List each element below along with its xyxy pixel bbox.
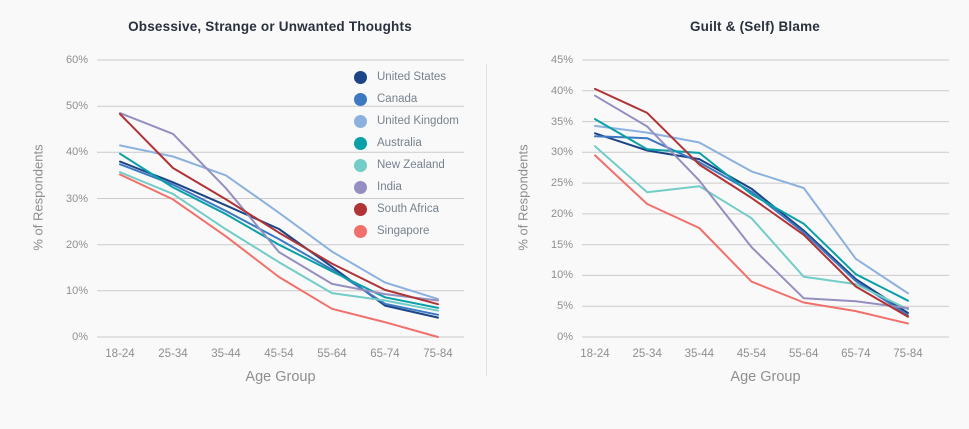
x-tick-label: 25-34 — [158, 348, 188, 360]
legend-item-new-zealand: New Zealand — [354, 154, 459, 176]
x-tick-label: 45-54 — [264, 348, 294, 360]
y-tick-label: 15% — [550, 238, 573, 251]
legend-item-australia: Australia — [354, 132, 459, 154]
series-line-new-zealand — [594, 145, 909, 311]
x-tick-label: 65-74 — [370, 348, 400, 360]
series-line-canada — [594, 135, 909, 317]
plot-area — [582, 59, 949, 338]
plot-area — [97, 59, 464, 338]
x-tick-label: 35-44 — [211, 348, 241, 360]
series-line-united-states — [119, 160, 439, 319]
y-tick-label: 5% — [557, 300, 573, 313]
y-tick-label: 40% — [65, 146, 88, 159]
x-tick-label: 18-24 — [580, 348, 610, 360]
series-line-united-states — [594, 132, 909, 314]
legend-item-united-states: United States — [354, 66, 459, 88]
series-line-south-africa — [594, 87, 909, 318]
chart-panel-obsessive-thoughts: Obsessive, Strange or Unwanted Thoughts … — [0, 0, 484, 429]
y-tick-label: 0% — [557, 331, 573, 343]
series-line-canada — [119, 163, 439, 316]
legend-item-singapore: Singapore — [354, 220, 459, 242]
x-tick-label: 55-64 — [317, 348, 347, 360]
legend-item-united-kingdom: United Kingdom — [354, 110, 459, 132]
panel-divider — [486, 64, 487, 376]
legend-item-south-africa: South Africa — [354, 198, 459, 220]
series-line-united-kingdom — [594, 124, 909, 295]
x-tick-label: 55-64 — [788, 348, 819, 360]
y-tick-label: 30% — [550, 146, 573, 159]
y-tick-label: 45% — [550, 54, 573, 66]
legend-swatch — [354, 224, 367, 238]
series-line-india — [594, 94, 909, 310]
x-tick-label: 75-84 — [423, 348, 453, 360]
x-tick-label: 35-44 — [684, 348, 715, 360]
x-tick-label: 75-84 — [893, 348, 923, 360]
legend-label: India — [377, 181, 402, 193]
legend-swatch — [354, 158, 367, 172]
legend-swatch — [354, 114, 367, 128]
chart-title: Obsessive, Strange or Unwanted Thoughts — [128, 19, 412, 34]
chart-panel-guilt-blame: Guilt & (Self) Blame % of Respondents 0%… — [485, 0, 969, 429]
legend-label: United Kingdom — [377, 115, 459, 127]
series-line-united-kingdom — [119, 144, 439, 301]
y-tick-label: 20% — [65, 238, 88, 251]
legend-swatch — [354, 180, 367, 194]
legend-item-india: India — [354, 176, 459, 198]
legend-label: United States — [377, 71, 447, 83]
legend-swatch — [354, 92, 367, 106]
y-tick-label: 20% — [550, 207, 573, 220]
y-tick-label: 30% — [65, 192, 88, 205]
legend-swatch — [354, 202, 367, 216]
series-line-australia — [119, 152, 439, 309]
y-tick-label: 0% — [72, 331, 88, 343]
y-tick-label: 60% — [65, 54, 88, 66]
legend: United States Canada United Kingdom Austral… — [354, 66, 459, 242]
x-tick-label: 65-74 — [841, 348, 871, 360]
y-tick-label: 40% — [550, 84, 573, 97]
series-line-india — [119, 112, 439, 302]
legend-item-canada: Canada — [354, 88, 459, 110]
y-tick-label: 10% — [65, 284, 88, 297]
legend-label: South Africa — [377, 203, 440, 215]
x-tick-label: 25-34 — [632, 348, 662, 360]
y-axis-title: % of Respondents — [515, 144, 531, 251]
y-tick-label: 35% — [550, 115, 573, 128]
legend-swatch — [354, 70, 367, 84]
chart-title: Guilt & (Self) Blame — [689, 19, 820, 34]
legend-label: Australia — [377, 137, 422, 149]
series-line-singapore — [594, 154, 909, 325]
x-axis-title: Age Group — [245, 369, 316, 385]
legend-label: Canada — [377, 93, 418, 105]
y-tick-label: 25% — [550, 177, 573, 190]
y-tick-label: 10% — [550, 269, 573, 282]
legend-label: Singapore — [377, 225, 430, 237]
y-tick-label: 50% — [65, 100, 88, 113]
legend-label: New Zealand — [377, 159, 445, 171]
x-tick-label: 45-54 — [736, 348, 767, 360]
x-axis-title: Age Group — [730, 369, 801, 385]
series-line-australia — [594, 118, 909, 302]
series-line-singapore — [119, 173, 439, 338]
x-tick-label: 18-24 — [105, 348, 135, 360]
legend-swatch — [354, 136, 367, 150]
series-line-south-africa — [119, 113, 439, 306]
series-line-new-zealand — [119, 171, 439, 312]
